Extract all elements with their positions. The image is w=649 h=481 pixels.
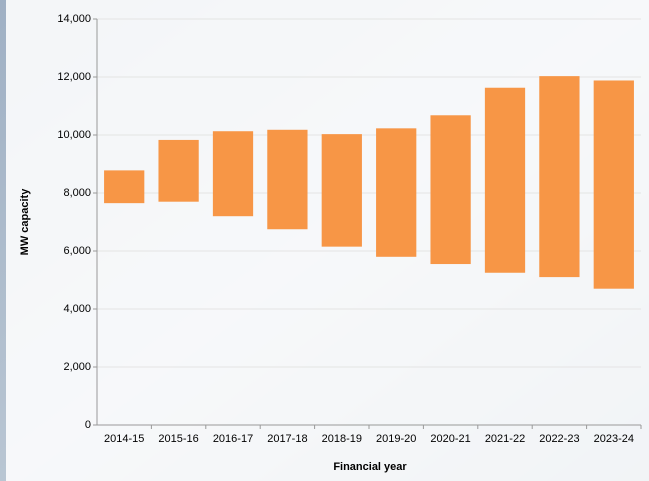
x-tick-label: 2023-24 [594,433,634,445]
y-tick-label: 8,000 [63,187,91,199]
y-tick-label: 4,000 [63,303,91,315]
x-tick-label: 2015-16 [158,433,198,445]
x-tick-label: 2021-22 [485,433,525,445]
range-bar [321,134,362,247]
range-bar [104,170,145,204]
x-tick-label: 2020-21 [430,433,470,445]
x-tick-label: 2014-15 [104,433,144,445]
x-tick-label: 2016-17 [213,433,253,445]
x-tick-label: 2018-19 [322,433,362,445]
y-axis-label: MW capacity [19,188,31,256]
range-bar [158,139,199,202]
range-bar [430,115,471,265]
x-axis-label: Financial year [333,461,407,473]
range-bar [539,76,580,278]
range-bar [212,131,254,217]
y-tick-label: 14,000 [57,13,91,25]
y-tick-label: 0 [85,419,91,431]
x-tick-label: 2017-18 [267,433,307,445]
y-tick-label: 6,000 [63,245,91,257]
range-bar [484,87,526,273]
x-tick-label: 2019-20 [376,433,416,445]
range-bar [593,80,634,289]
y-tick-label: 2,000 [63,361,91,373]
range-bar [376,128,417,257]
x-tick-label: 2022-23 [539,433,579,445]
range-bar [267,129,308,230]
y-tick-label: 12,000 [57,71,91,83]
y-tick-label: 10,000 [57,129,91,141]
